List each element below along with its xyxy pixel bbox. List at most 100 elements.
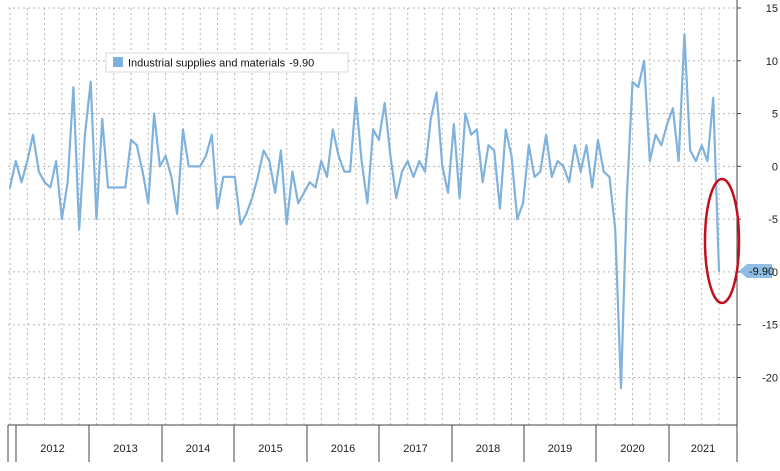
data-point: [303, 192, 305, 194]
data-point: [73, 86, 75, 88]
data-point: [614, 229, 616, 231]
data-point: [534, 176, 536, 178]
data-point: [638, 86, 640, 88]
data-point: [563, 166, 565, 168]
data-point: [217, 208, 219, 210]
data-point: [442, 166, 444, 168]
data-point: [246, 213, 248, 215]
data-point: [378, 139, 380, 141]
x-tick-label: 2012: [40, 443, 64, 455]
data-point: [130, 139, 132, 141]
data-point: [551, 176, 553, 178]
data-point: [643, 60, 645, 62]
data-point: [395, 197, 397, 199]
data-point: [148, 203, 150, 205]
data-point: [297, 203, 299, 205]
last-value-tag: -9.90: [739, 264, 774, 278]
data-point: [194, 166, 196, 168]
data-point: [684, 34, 686, 36]
x-tick-label: 2021: [691, 443, 715, 455]
data-point: [603, 171, 605, 173]
data-point: [142, 171, 144, 173]
data-point: [568, 181, 570, 183]
data-point: [361, 160, 363, 162]
data-point: [269, 160, 271, 162]
data-point: [655, 134, 657, 136]
data-point: [545, 134, 547, 136]
data-point: [176, 213, 178, 215]
data-point: [222, 176, 224, 178]
legend: Industrial supplies and materials -9.90: [105, 52, 349, 73]
data-point: [280, 150, 282, 152]
data-point: [315, 187, 317, 189]
data-point: [101, 118, 103, 120]
data-point: [540, 171, 542, 173]
y-tick-label: -5: [768, 214, 778, 226]
data-point: [309, 181, 311, 183]
data-point: [257, 176, 259, 178]
data-point: [119, 187, 121, 189]
data-point: [263, 150, 265, 152]
data-point: [493, 150, 495, 152]
data-point: [488, 144, 490, 146]
data-point: [349, 171, 351, 173]
data-point: [32, 134, 34, 136]
last-value-tag-shape: [739, 264, 772, 278]
data-point: [251, 197, 253, 199]
data-point: [292, 171, 294, 173]
data-point: [332, 129, 334, 131]
data-point: [718, 270, 720, 272]
data-point: [326, 176, 328, 178]
y-tick-label: 10: [766, 56, 778, 68]
data-point: [55, 160, 57, 162]
x-tick-label: 2013: [113, 443, 137, 455]
data-point: [171, 176, 173, 178]
data-point: [26, 160, 28, 162]
data-point: [424, 171, 426, 173]
data-point: [661, 144, 663, 146]
data-point: [453, 123, 455, 125]
highlight-ellipse: [703, 177, 741, 305]
data-point: [205, 155, 207, 157]
data-point: [632, 81, 634, 83]
data-point: [689, 150, 691, 152]
data-point: [666, 123, 668, 125]
data-point: [234, 176, 236, 178]
data-point: [240, 224, 242, 226]
data-point: [228, 176, 230, 178]
x-tick-label: 2016: [331, 443, 355, 455]
data-point: [153, 113, 155, 115]
x-tick-label: 2019: [548, 443, 572, 455]
data-point: [678, 160, 680, 162]
data-point: [695, 160, 697, 162]
series-layer: [8, 33, 721, 390]
data-point: [390, 155, 392, 157]
data-point: [401, 171, 403, 173]
data-point: [557, 160, 559, 162]
data-point: [649, 160, 651, 162]
data-point: [211, 134, 213, 136]
data-point: [188, 166, 190, 168]
data-point: [447, 192, 449, 194]
data-point: [78, 229, 80, 231]
data-point: [344, 171, 346, 173]
data-point: [96, 218, 98, 220]
data-point: [384, 102, 386, 104]
data-point: [50, 187, 52, 189]
y-tick-label: 5: [772, 109, 778, 121]
data-point: [620, 387, 622, 389]
data-point: [274, 192, 276, 194]
data-point: [38, 171, 40, 173]
data-point: [707, 160, 709, 162]
data-point: [470, 134, 472, 136]
legend-label: Industrial supplies and materials -9.90: [128, 58, 314, 70]
data-point: [320, 160, 322, 162]
last-value-label: -9.90: [749, 266, 774, 278]
data-point: [44, 181, 46, 183]
data-point: [338, 155, 340, 157]
data-point: [586, 144, 588, 146]
data-point: [597, 139, 599, 141]
data-point: [113, 187, 115, 189]
data-point: [609, 176, 611, 178]
